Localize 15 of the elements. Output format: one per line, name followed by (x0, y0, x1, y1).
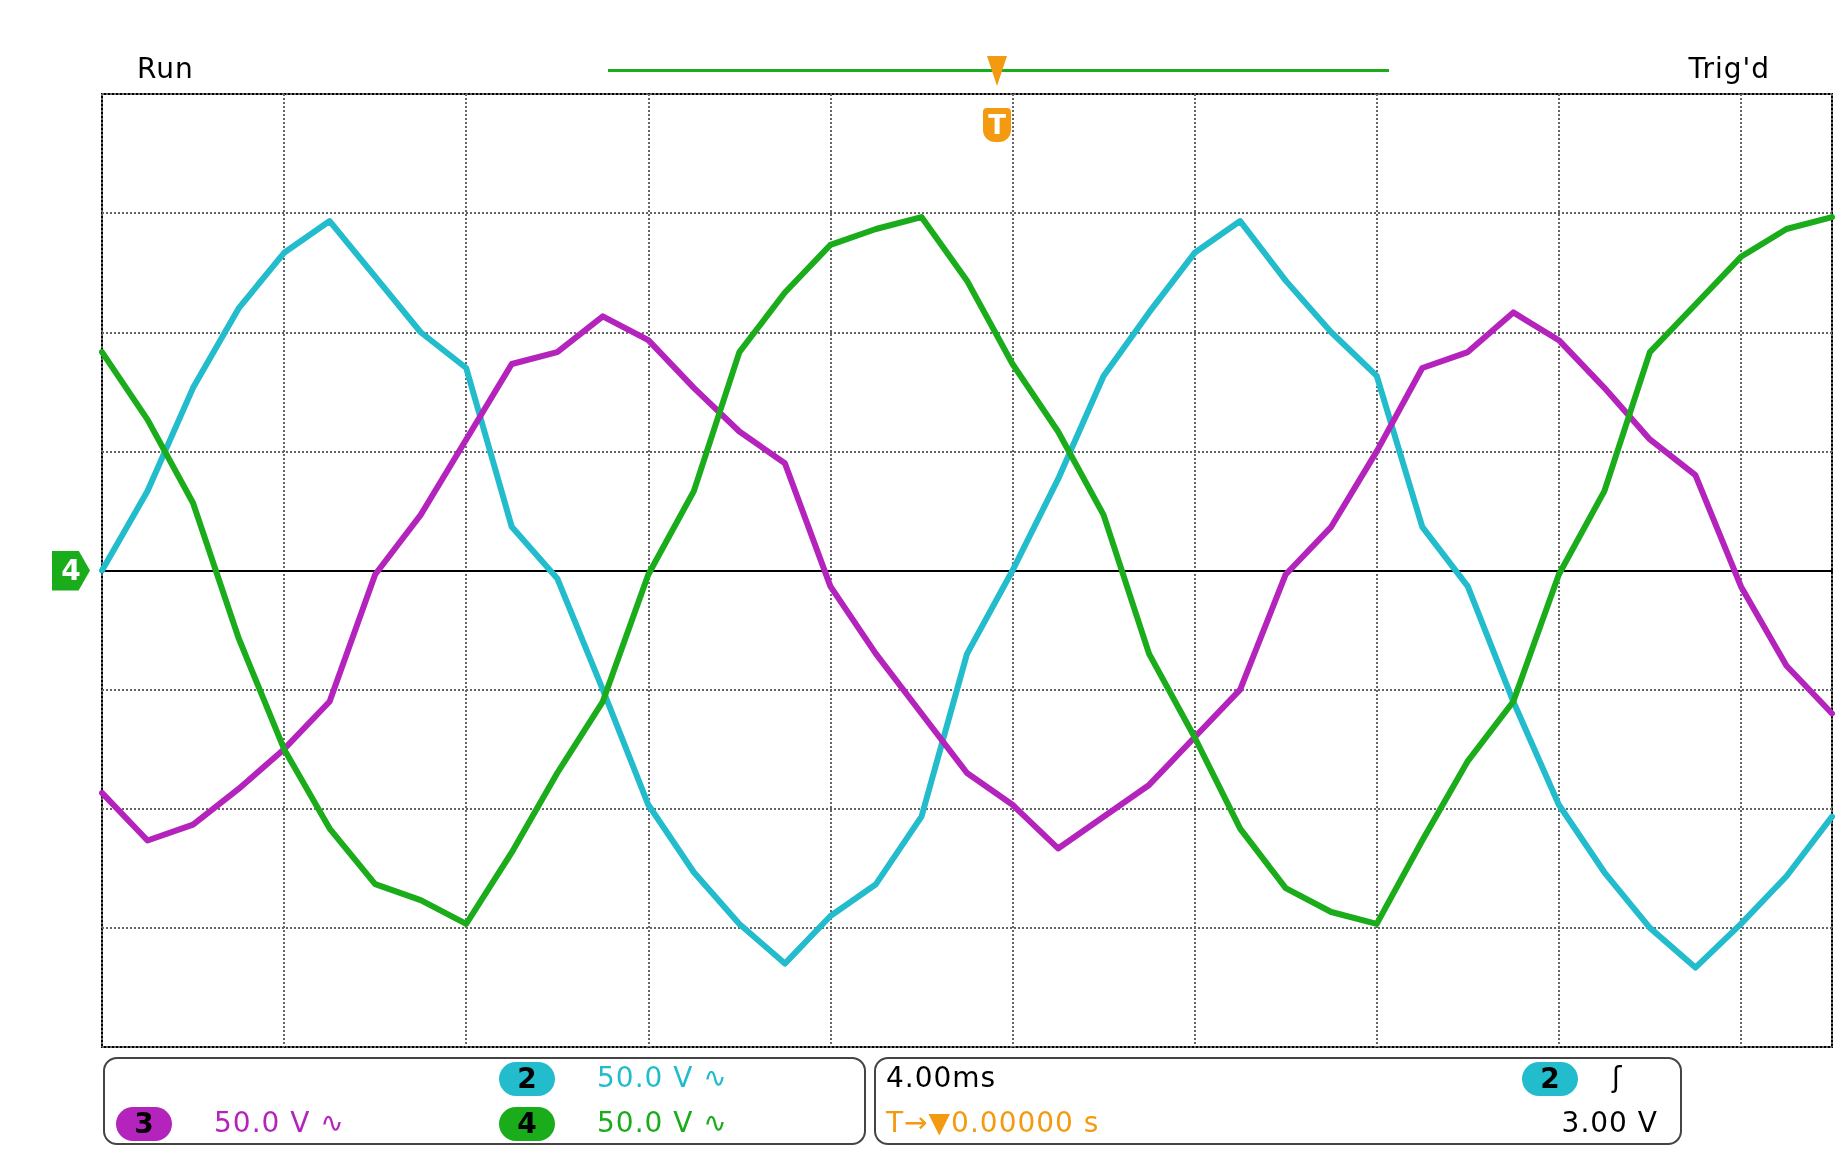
legend-label: 3 (134, 1107, 154, 1141)
text: 50.0 V ∿ (597, 1106, 728, 1141)
legend-label: 2 (517, 1062, 537, 1096)
text: T (983, 108, 1011, 142)
text: T→▼0.00000 s (886, 1106, 1100, 1141)
text: 50.0 V ∿ (214, 1106, 345, 1141)
text: 4.00ms (886, 1061, 997, 1096)
text: 3.00 V (1561, 1106, 1658, 1141)
legend-label: 4 (517, 1107, 537, 1141)
text: 2 (1540, 1062, 1560, 1096)
text: 4 (61, 553, 81, 587)
text: ʃ (1612, 1061, 1623, 1096)
text: Run (137, 52, 194, 87)
text: 50.0 V ∿ (597, 1061, 728, 1096)
text: Trig'd (1688, 52, 1770, 87)
